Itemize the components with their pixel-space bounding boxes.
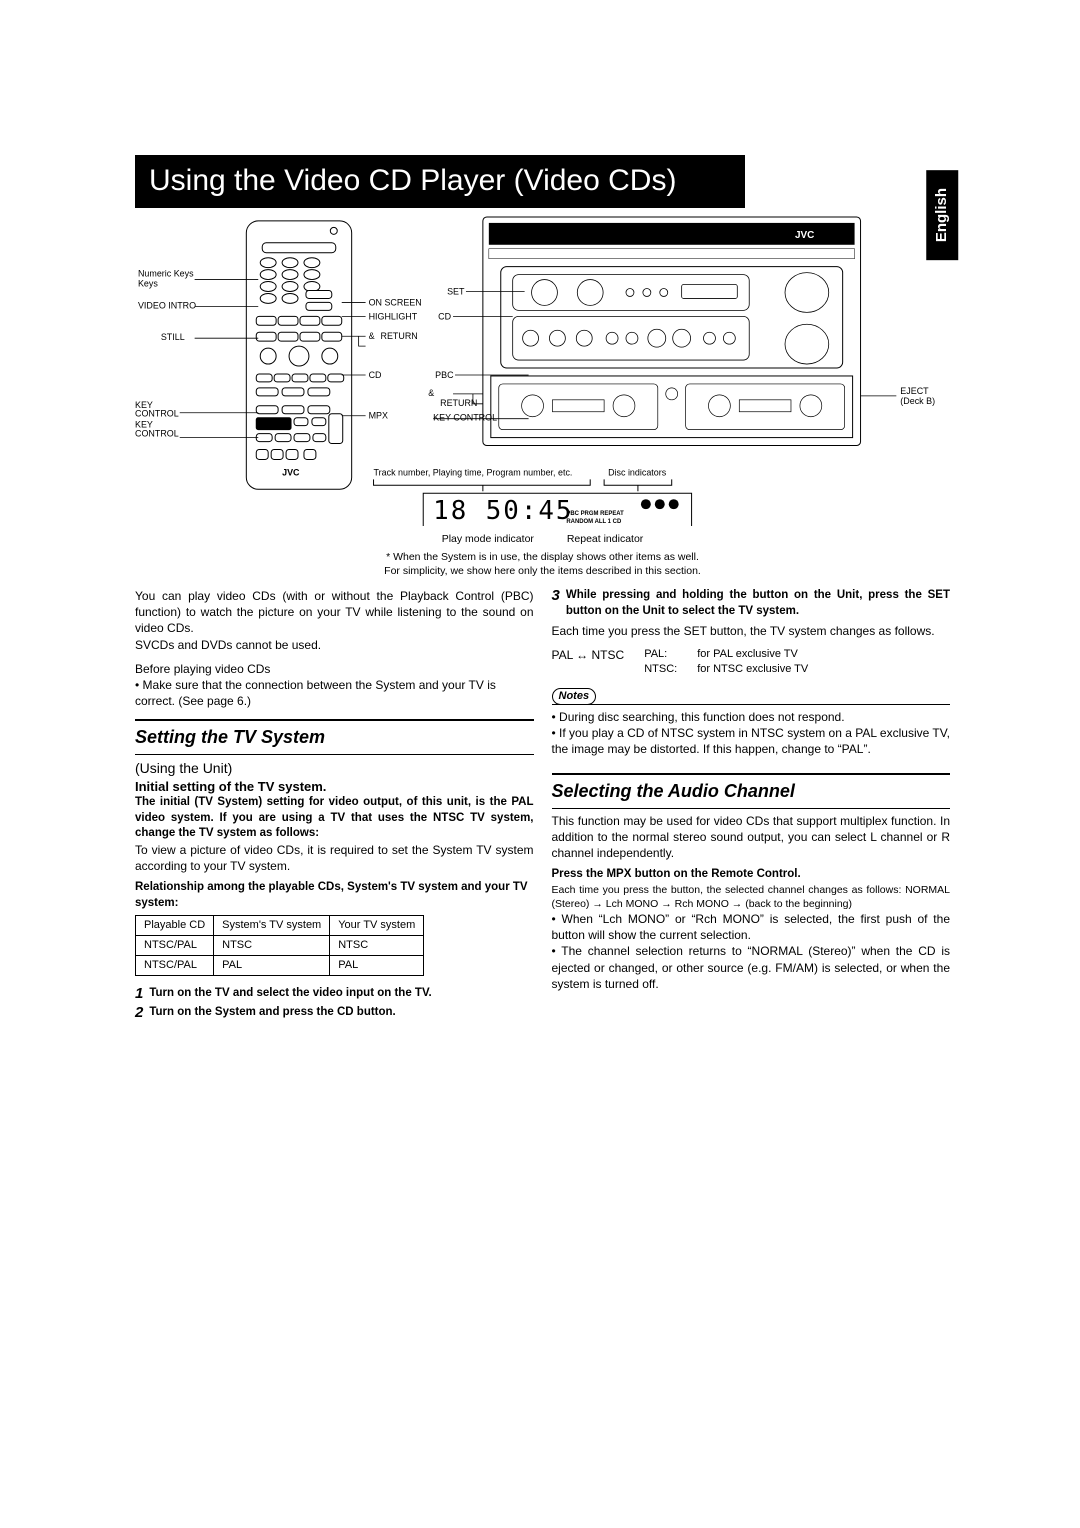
svg-text:VIDEO INTRO: VIDEO INTRO (138, 300, 196, 310)
svg-text:STILL: STILL (161, 332, 185, 342)
pal-ntsc-toggle: PAL ↔ NTSC (552, 647, 625, 663)
audio-intro: This function may be used for video CDs … (552, 813, 951, 862)
using-unit: (Using the Unit) (135, 759, 534, 778)
svg-text:JVC: JVC (282, 467, 300, 477)
intro-text: You can play video CDs (with or without … (135, 588, 534, 637)
svg-text:CONTROL: CONTROL (135, 408, 179, 418)
svg-text:RETURN: RETURN (380, 331, 417, 341)
notes-block: Notes During disc searching, this functi… (552, 687, 951, 757)
svg-text:Disc indicators: Disc indicators (608, 467, 667, 477)
relationship-h: Relationship among the playable CDs, Sys… (135, 880, 534, 911)
mpx-cycle: Each time you press the button, the sele… (552, 883, 951, 911)
mpx-notes: When “Lch MONO” or “Rch MONO” is selecte… (552, 911, 951, 992)
svg-text:CD: CD (438, 311, 451, 321)
step3-followup: Each time you press the SET button, the … (552, 623, 951, 639)
section-audio-channel: Selecting the Audio Channel (552, 779, 951, 803)
view-note: To view a picture of video CDs, it is re… (135, 842, 534, 874)
svg-text:JVC: JVC (795, 229, 814, 240)
diagram-caption: * When the System is in use, the display… (135, 550, 950, 578)
svg-text:ON SCREEN: ON SCREEN (369, 297, 422, 307)
press-mpx: Press the MPX button on the Remote Contr… (552, 867, 951, 883)
svg-text:EJECT: EJECT (900, 385, 929, 395)
left-column: You can play video CDs (with or without … (135, 588, 534, 1025)
svg-text:&: & (369, 331, 375, 341)
step-1: 1 Turn on the TV and select the video in… (135, 986, 534, 1002)
svg-text:PBC PRGM REPEAT: PBC PRGM REPEAT (566, 511, 624, 517)
svg-text:CD: CD (369, 369, 382, 379)
initial-setting-h: Initial setting of the TV system. (135, 778, 534, 796)
svg-text:CONTROL: CONTROL (135, 428, 179, 438)
language-tab: English (926, 170, 958, 260)
device-diagram: JVC Numeric Keys Keys VIDEO INTRO STILL … (135, 216, 950, 526)
step-2: 2 Turn on the System and press the CD bu… (135, 1005, 534, 1021)
svg-text:(Deck B): (Deck B) (900, 395, 935, 405)
svg-text:PBC: PBC (435, 369, 454, 379)
svg-text:MPX: MPX (369, 410, 388, 420)
svg-text:HIGHLIGHT: HIGHLIGHT (369, 311, 418, 321)
initial-setting-body: The initial (TV System) setting for vide… (135, 795, 534, 842)
svg-text:Track number, Playing time, Pr: Track number, Playing time, Program numb… (374, 467, 573, 477)
before-heading: Before playing video CDs (135, 661, 534, 677)
tv-system-table: Playable CDSystem's TV systemYour TV sys… (135, 915, 424, 976)
right-column: 3 While pressing and holding the button … (552, 588, 951, 1025)
indicator-footer: Play mode indicator Repeat indicator (135, 532, 950, 546)
page-title: Using the Video CD Player (Video CDs) (135, 155, 745, 208)
before-list: Make sure that the connection between th… (135, 677, 534, 709)
step-3: 3 While pressing and holding the button … (552, 588, 951, 619)
svg-text:RETURN: RETURN (440, 397, 477, 407)
svg-text:KEY CONTROL: KEY CONTROL (433, 412, 497, 422)
svg-text:18 50:45: 18 50:45 (433, 496, 573, 526)
svg-text:Numeric Keys: Numeric Keys (138, 268, 194, 278)
section-tv-system: Setting the TV System (135, 725, 534, 749)
svg-text:&: & (428, 387, 434, 397)
intro-note: SVCDs and DVDs cannot be used. (135, 637, 534, 653)
svg-text:Keys: Keys (138, 278, 158, 288)
svg-text:RANDOM ALL 1 CD: RANDOM ALL 1 CD (566, 519, 622, 525)
svg-text:SET: SET (447, 286, 465, 296)
